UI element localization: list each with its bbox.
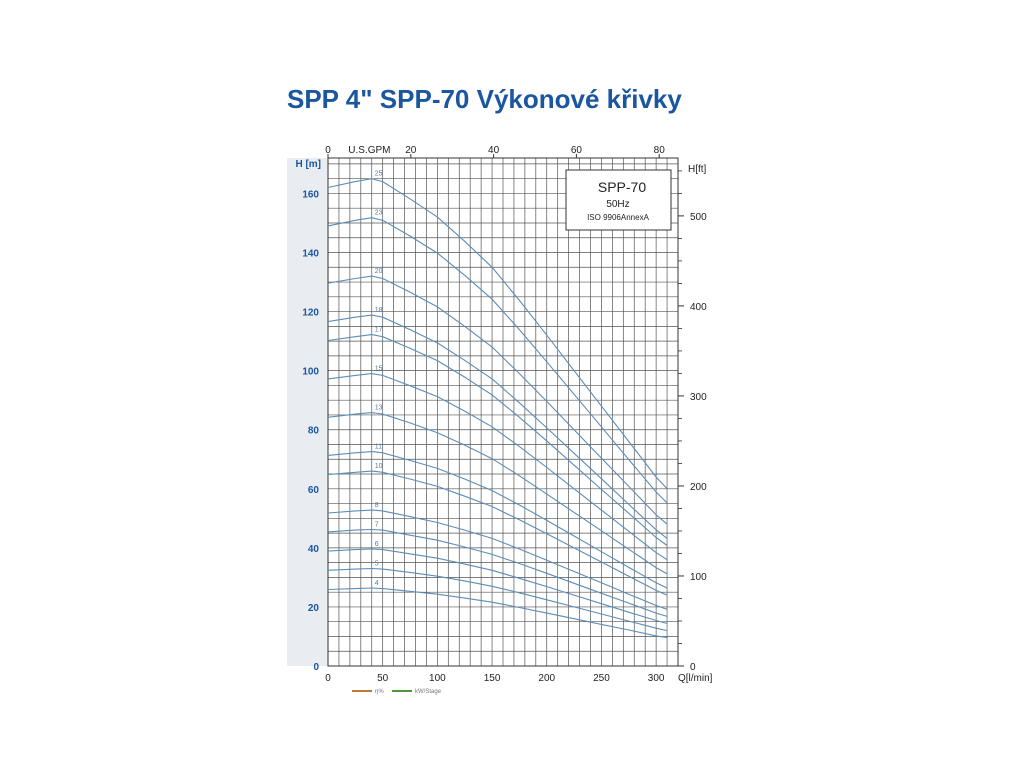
curve-label-stage-6: 6 [375, 541, 379, 548]
left-axis-band [287, 158, 328, 666]
y2-axis-label: H[ft] [688, 164, 707, 175]
chart-grid [327, 157, 679, 667]
curve-series [327, 178, 668, 639]
y2-tick-label: 500 [690, 212, 707, 223]
curve-stage-8 [327, 509, 668, 610]
x-tick-label: 150 [484, 673, 501, 684]
curve-label-stage-5: 5 [375, 561, 379, 568]
curve-stage-23 [327, 217, 668, 504]
chart-axes: 0 50 100 150 200 250 300 Q[l/min]02040608010012… [295, 145, 712, 684]
x-tick-label: 250 [593, 673, 610, 684]
curve-label-stage-17: 17 [375, 327, 383, 334]
x-tick-label: 200 [538, 673, 555, 684]
y2-tick-label: 0 [690, 662, 696, 673]
info-box-model: SPP-70 [598, 179, 646, 195]
y2-tick-label: 100 [690, 572, 707, 583]
curve-label-stage-18: 18 [375, 307, 383, 314]
y2-tick-label: 200 [690, 482, 707, 493]
curve-label-stage-7: 7 [375, 522, 379, 529]
curve-label-stage-8: 8 [375, 502, 379, 509]
x-tick-label: 100 [429, 673, 446, 684]
curve-stage-5 [327, 567, 668, 632]
curve-label-stage-4: 4 [375, 580, 379, 587]
y2-tick-label: 300 [690, 392, 707, 403]
x-tick-label: 50 [377, 673, 389, 684]
y-axis-label: H [m] [295, 159, 321, 170]
y-tick-label: 100 [302, 367, 319, 378]
y-tick-label: 160 [302, 189, 319, 200]
legend-label-power: kW/Stage [415, 689, 442, 695]
legend-swatch-power [392, 690, 412, 692]
curve-label-stage-23: 23 [375, 210, 383, 217]
y-tick-label: 20 [308, 603, 320, 614]
x2-tick-label: 0 [325, 145, 331, 156]
y-tick-label: 0 [313, 662, 319, 673]
x2-tick-label: 80 [654, 145, 666, 156]
curve-stage-20 [327, 275, 668, 525]
curve-labels: 4 5 6 7 8 10 11 13 15 17 18 20 23 25 [375, 171, 383, 587]
x2-tick-label: 40 [488, 145, 500, 156]
curve-label-stage-11: 11 [375, 444, 382, 451]
curve-label-stage-20: 20 [375, 268, 383, 275]
curve-stage-7 [327, 528, 668, 617]
x2-tick-label: 20 [405, 145, 417, 156]
info-box-frequency: 50Hz [606, 199, 629, 210]
chart-legend: η% kW/Stage [352, 689, 442, 695]
y2-tick-label: 400 [690, 302, 707, 313]
x-tick-label: 0 [325, 673, 331, 684]
y-tick-label: 120 [302, 308, 319, 319]
curve-stage-6 [327, 548, 668, 625]
y-tick-label: 140 [302, 249, 319, 260]
x-axis-label: Q[l/min] [678, 673, 713, 684]
curve-stage-13 [327, 412, 668, 575]
legend-label-efficiency: η% [375, 689, 384, 695]
curve-label-stage-10: 10 [375, 463, 383, 470]
curve-label-stage-25: 25 [375, 171, 383, 178]
x-tick-label: 300 [648, 673, 665, 684]
curve-stage-4 [327, 587, 668, 639]
curve-stage-15 [327, 373, 668, 561]
x2-tick-label: 60 [571, 145, 583, 156]
y-tick-label: 60 [308, 485, 320, 496]
x2-axis-label: U.S.GPM [348, 145, 390, 156]
curve-label-stage-13: 13 [375, 405, 383, 412]
curve-stage-11 [327, 451, 668, 589]
curve-stage-25 [327, 178, 668, 490]
y-tick-label: 80 [308, 426, 320, 437]
curve-stage-17 [327, 334, 668, 546]
curve-label-stage-15: 15 [375, 366, 383, 373]
page-title: SPP 4" SPP-70 Výkonové křivky [287, 84, 682, 114]
y-tick-label: 40 [308, 544, 320, 555]
curve-stage-10 [327, 470, 668, 596]
info-box-standard: ISO 9906AnnexA [587, 213, 649, 222]
legend-swatch-efficiency [352, 690, 372, 692]
info-box: SPP-70 50Hz ISO 9906AnnexA [565, 169, 672, 231]
info-box-frame [565, 169, 672, 231]
curve-stage-18 [327, 314, 668, 539]
